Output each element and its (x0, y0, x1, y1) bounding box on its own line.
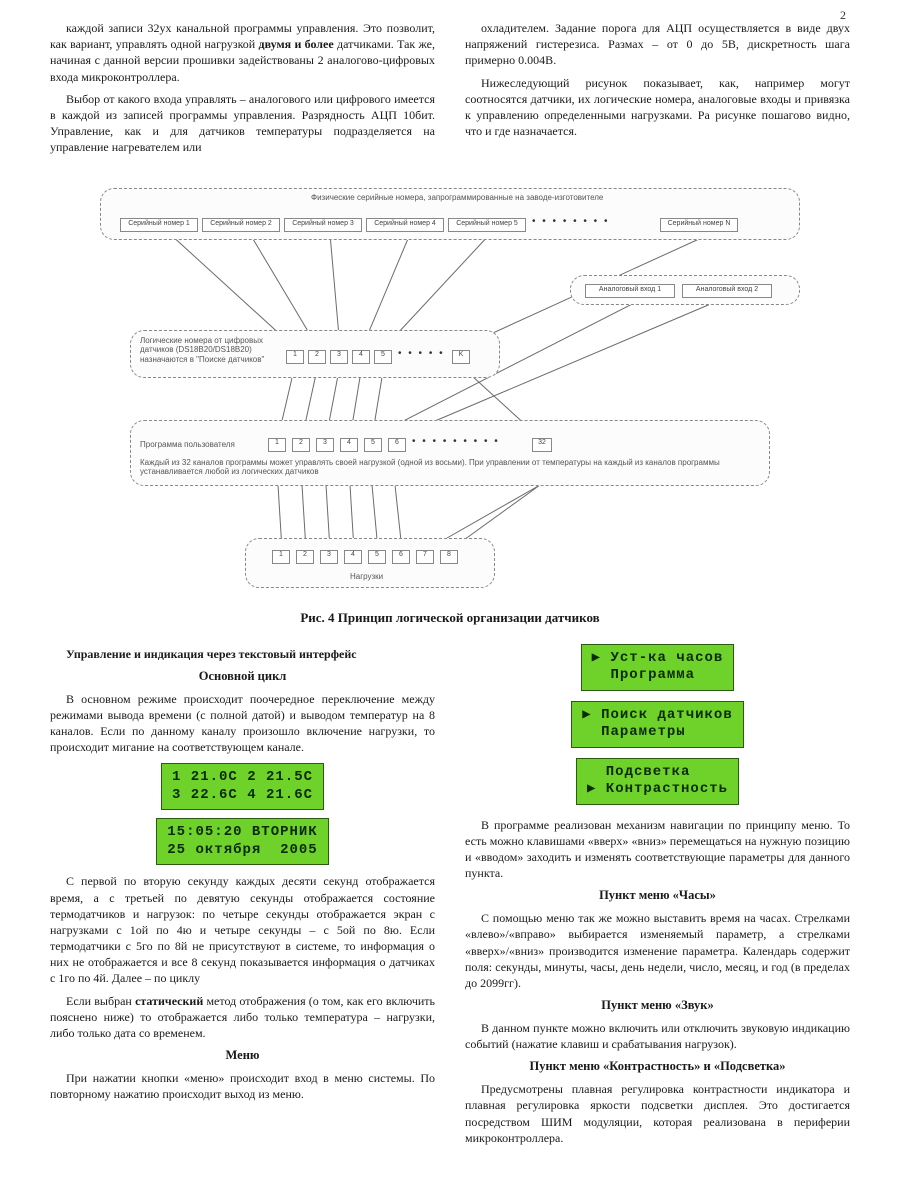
program-cell: 32 (532, 438, 552, 452)
heading-clock: Пункт меню «Часы» (465, 887, 850, 904)
para-after-lcd-1: С первой по вторую секунду каждых десяти… (50, 873, 435, 986)
serial-cell: Серийный номер 4 (366, 218, 444, 232)
lcd-wrap-temps: 1 21.0C 2 21.5C 3 22.6C 4 21.6C (50, 763, 435, 810)
bold-text: статический (135, 994, 203, 1008)
program-cell: 5 (364, 438, 382, 452)
serial-cell: Серийный номер 5 (448, 218, 526, 232)
load-cell: 3 (320, 550, 338, 564)
para-sound: В данном пункте можно включить или отклю… (465, 1020, 850, 1052)
heading-menu: Меню (50, 1047, 435, 1064)
serial-cell: Серийный номер 2 (202, 218, 280, 232)
logical-cell: 3 (330, 350, 348, 364)
logical-cell: K (452, 350, 470, 364)
lcd-display-menu-1: ▶ Уст-ка часов Программа (581, 644, 735, 691)
lcd-display-menu-3: Подсветка ▶ Контрастность (576, 758, 739, 805)
diagram-group-serials: Физические серийные номера, запрограммир… (100, 188, 800, 240)
load-cell: 1 (272, 550, 290, 564)
dots-icon: • • • • • • • • (532, 216, 609, 227)
analog-cell: Аналоговый вход 1 (585, 284, 675, 298)
lcd-display-time: 15:05:20 ВТОРНИК 25 октября 2005 (156, 818, 328, 865)
serial-cell: Серийный номер N (660, 218, 738, 232)
bold-text: двумя и более (259, 37, 334, 51)
logical-cell: 5 (374, 350, 392, 364)
menu-lcd-group: ▶ Уст-ка часов Программа ▶ Поиск датчико… (465, 644, 850, 805)
load-cell: 5 (368, 550, 386, 564)
lcd-display-menu-2: ▶ Поиск датчиков Параметры (571, 701, 743, 748)
load-cell: 7 (416, 550, 434, 564)
para-navigation: В программе реализован механизм навигаци… (465, 817, 850, 882)
para-contrast: Предусмотрены плавная регулировка контра… (465, 1081, 850, 1146)
load-cell: 6 (392, 550, 410, 564)
para-clock: С помощью меню так же можно выставить вр… (465, 910, 850, 991)
top-col-right: охладителем. Задание порога для АЦП осущ… (465, 20, 850, 162)
diagram-label-serials: Физические серийные номера, запрограммир… (311, 193, 603, 203)
heading-main-cycle: Основной цикл (50, 668, 435, 685)
diagram-label-loads: Нагрузки (350, 572, 383, 582)
heading-text-interface: Управление и индикация через текстовый и… (50, 646, 435, 662)
top-col-left: каждой записи 32ух канальной программы у… (50, 20, 435, 162)
program-cell: 3 (316, 438, 334, 452)
heading-sound: Пункт меню «Звук» (465, 997, 850, 1014)
lower-columns: Управление и индикация через текстовый и… (50, 644, 850, 1152)
top-left-p2: Выбор от какого входа управлять – аналог… (50, 91, 435, 156)
logical-cell: 4 (352, 350, 370, 364)
lcd-display-temps: 1 21.0C 2 21.5C 3 22.6C 4 21.6C (161, 763, 324, 810)
analog-cell: Аналоговый вход 2 (682, 284, 772, 298)
logical-cell: 1 (286, 350, 304, 364)
program-cell: 2 (292, 438, 310, 452)
page: 2 каждой записи 32ух канальной программы… (0, 0, 900, 1192)
program-cell: 4 (340, 438, 358, 452)
serial-cell: Серийный номер 1 (120, 218, 198, 232)
top-right-p1: охладителем. Задание порога для АЦП осущ… (465, 20, 850, 69)
program-cell: 6 (388, 438, 406, 452)
top-columns: каждой записи 32ух канальной программы у… (50, 20, 850, 162)
serial-cell: Серийный номер 3 (284, 218, 362, 232)
heading-contrast: Пункт меню «Контрастность» и «Подсветка» (465, 1058, 850, 1075)
top-right-p2: Нижеследующий рисунок показывает, как, н… (465, 75, 850, 140)
top-left-p1: каждой записи 32ух канальной программы у… (50, 20, 435, 85)
load-cell: 4 (344, 550, 362, 564)
logical-cell: 2 (308, 350, 326, 364)
para-static: Если выбран статический метод отображени… (50, 993, 435, 1042)
diagram-arrows (50, 180, 850, 600)
load-cell: 2 (296, 550, 314, 564)
page-number: 2 (840, 8, 846, 23)
figure-caption: Рис. 4 Принцип логической организации да… (50, 610, 850, 626)
para-menu: При нажатии кнопки «меню» происходит вхо… (50, 1070, 435, 1102)
lower-col-left: Управление и индикация через текстовый и… (50, 644, 435, 1152)
diagram-label-program: Программа пользователя (140, 440, 235, 450)
lcd-wrap-time: 15:05:20 ВТОРНИК 25 октября 2005 (50, 818, 435, 865)
diagram: Физические серийные номера, запрограммир… (50, 180, 850, 600)
text: Если выбран (66, 994, 135, 1008)
diagram-label-logicals: Логические номера от цифровых датчиков (… (140, 336, 280, 365)
program-cell: 1 (268, 438, 286, 452)
lower-col-right: ▶ Уст-ка часов Программа ▶ Поиск датчико… (465, 644, 850, 1152)
load-cell: 8 (440, 550, 458, 564)
dots-icon: • • • • • (398, 348, 445, 359)
para-main-cycle: В основном режиме происходит поочередное… (50, 691, 435, 756)
diagram-label-program-sub: Каждый из 32 каналов программы может упр… (140, 458, 750, 477)
dots-icon: • • • • • • • • • (412, 436, 500, 447)
